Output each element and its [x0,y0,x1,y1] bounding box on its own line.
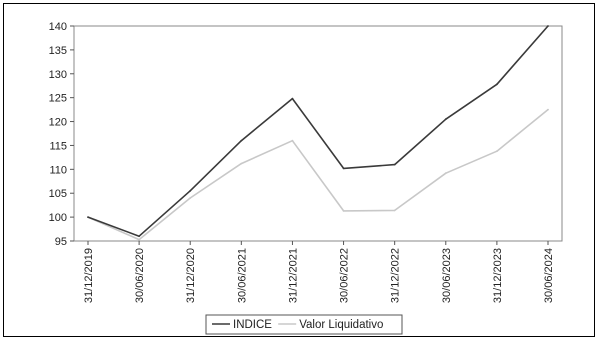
x-axis: 31/12/2019 30/06/2020 31/12/2020 30/06/2021… [83,241,555,303]
y-tick-label: 125 [49,93,67,105]
data-point [240,139,243,142]
data-point [444,118,447,121]
x-tick-label: 31/12/2020 [185,248,197,303]
x-tick-label: 31/12/2019 [83,248,95,303]
x-tick-label: 30/06/2024 [543,248,555,303]
x-tick-label: 31/12/2022 [390,248,402,303]
x-tick-label: 31/12/2021 [287,248,299,303]
data-point [495,83,498,86]
y-axis: 95 100 105 110 115 120 125 130 135 140 [49,21,74,248]
legend-label-1: Valor Liquidativo [299,319,383,331]
data-point [444,172,447,175]
legend: INDICE Valor Liquidativo [205,314,403,335]
data-point [342,167,345,170]
data-point [547,25,549,27]
y-tick-label: 115 [49,140,67,152]
data-point [138,235,141,238]
x-tick-label: 30/06/2021 [236,248,248,303]
y-tick-label: 105 [49,188,67,200]
x-tick-label: 30/06/2023 [441,248,453,303]
x-tick-label: 30/06/2020 [134,248,146,303]
data-point [393,209,396,212]
data-point [393,163,396,166]
data-point [547,108,549,111]
data-point [291,97,294,100]
data-point [240,162,243,165]
data-point [189,197,192,199]
legend-box [205,314,403,335]
series-layer [87,25,549,241]
data-point [342,210,345,212]
y-tick-label: 120 [49,117,67,129]
y-tick-label: 135 [49,45,67,57]
data-point [138,238,141,241]
x-tick-label: 30/06/2022 [339,248,351,303]
y-tick-label: 110 [49,164,67,176]
data-point [189,189,192,192]
series-line-1 [87,108,549,241]
y-tick-label: 140 [49,21,67,33]
x-tick-label: 31/12/2023 [492,248,504,303]
y-tick-label: 100 [49,212,67,224]
y-tick-label: 95 [55,236,67,248]
series-line-0 [87,25,549,237]
legend-label-0: INDICE [233,319,272,331]
data-point [495,150,498,153]
data-point [291,139,294,142]
data-point [87,216,89,219]
y-tick-label: 130 [49,69,67,81]
